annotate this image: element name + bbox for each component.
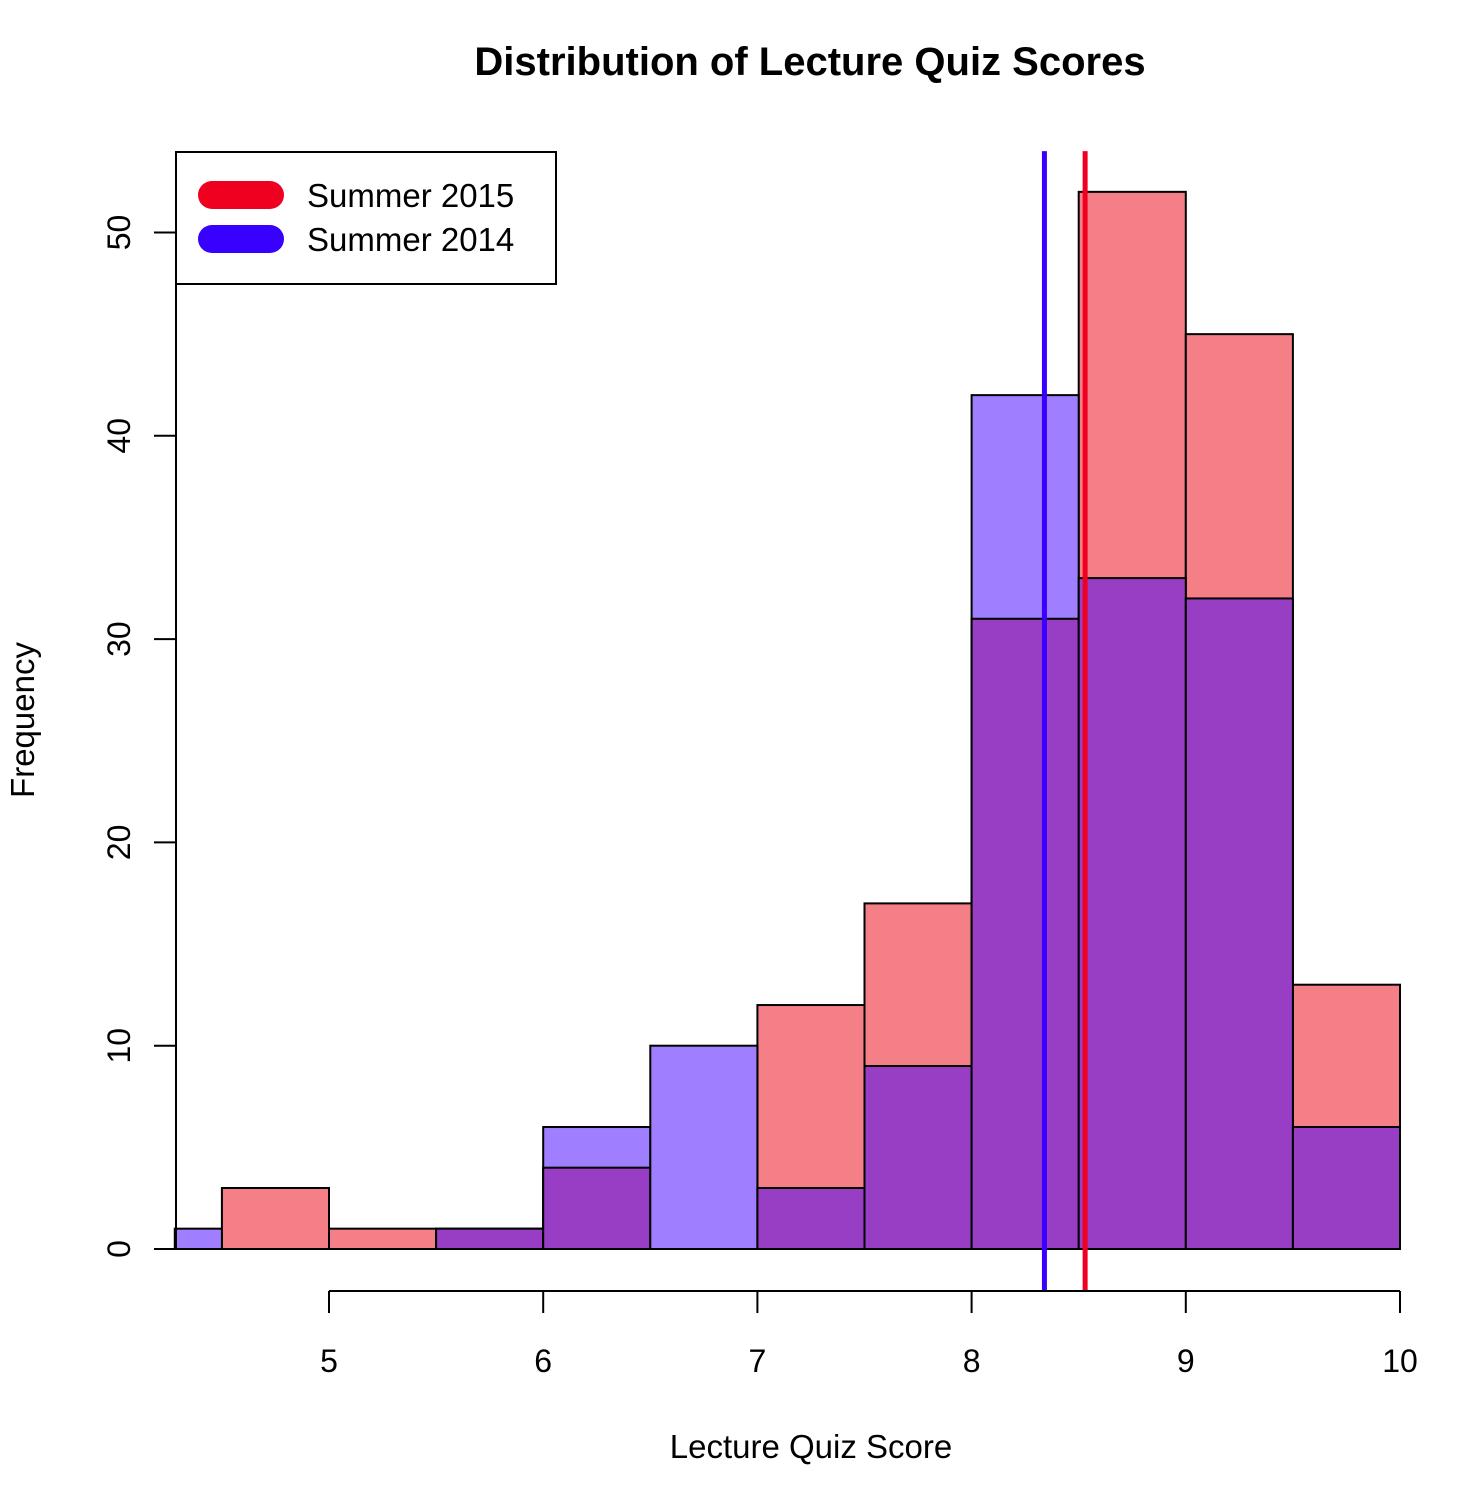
legend-label-summer-2014: Summer 2014	[307, 221, 514, 258]
x-tick-label-8: 8	[963, 1343, 981, 1379]
legend-box	[175, 151, 557, 285]
y-tick-label-10: 10	[101, 1028, 137, 1064]
x-tick-label-9: 9	[1177, 1343, 1195, 1379]
bar-summer-2014-9	[1291, 1126, 1402, 1251]
bar-summer-2014-1	[435, 1227, 545, 1251]
bar-overlap-2	[542, 1166, 652, 1251]
x-axis-label: Lecture Quiz Score	[670, 1428, 952, 1465]
y-tick-label-40: 40	[101, 418, 137, 454]
y-axis-label: Frequency	[4, 642, 41, 798]
x-tick-label-7: 7	[749, 1343, 767, 1379]
chart-title: Distribution of Lecture Quiz Scores	[474, 40, 1145, 84]
legend-label-summer-2015: Summer 2015	[307, 177, 514, 214]
bar-summer-2014-7	[1077, 577, 1187, 1250]
series-summer-2014-bars	[173, 394, 1402, 1251]
mean-lines	[1041, 151, 1088, 1291]
plot-area	[173, 151, 1402, 1291]
y-tick-label-30: 30	[101, 621, 137, 657]
x-axis: 5 6 7 8 9 10	[320, 1290, 1418, 1379]
bar-summer-2014-0	[173, 1227, 223, 1251]
x-tick-label-6: 6	[534, 1343, 552, 1379]
bar-summer-2015-0	[220, 1187, 330, 1251]
bar-summer-2015-1	[328, 1227, 438, 1251]
x-tick-label-10: 10	[1382, 1343, 1418, 1379]
bar-summer-2014-5	[863, 1065, 973, 1251]
bar-summer-2014-8	[1184, 597, 1294, 1250]
y-tick-label-50: 50	[101, 215, 137, 251]
y-axis: 0 10 20 30 40 50	[101, 215, 177, 1258]
legend: Summer 2015 Summer 2014	[175, 151, 557, 285]
bar-overlap-6	[970, 617, 1080, 1250]
x-tick-label-5: 5	[320, 1343, 338, 1379]
y-tick-label-20: 20	[101, 825, 137, 861]
bar-summer-2014-4	[756, 1187, 866, 1251]
bar-summer-2014-3	[649, 1044, 759, 1250]
y-tick-label-0: 0	[101, 1240, 137, 1258]
